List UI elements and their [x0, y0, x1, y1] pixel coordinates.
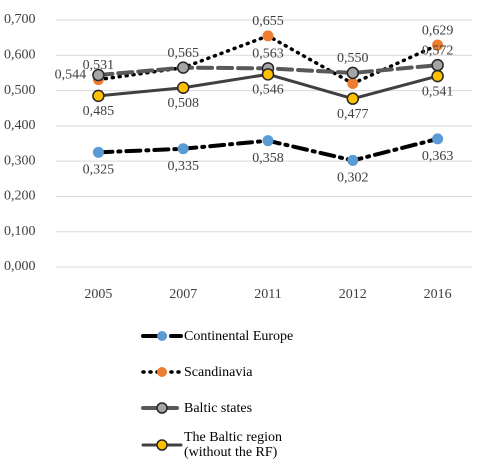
data-label: 0,485 — [83, 104, 115, 119]
legend-label: Baltic states — [184, 400, 253, 416]
data-label: 0,531 — [83, 58, 115, 73]
point — [347, 78, 359, 90]
data-label: 0,563 — [252, 47, 284, 62]
legend-icon — [141, 367, 183, 377]
legend-label: The Baltic region (without the RF) — [184, 430, 282, 460]
legend-item: Continental Europe — [140, 326, 304, 346]
point — [92, 89, 105, 103]
data-label: 0,546 — [252, 83, 284, 98]
legend-item: The Baltic region (without the RF) — [140, 430, 304, 460]
point — [176, 61, 190, 74]
data-label: 0,565 — [167, 46, 199, 61]
legend-icon — [141, 331, 183, 341]
y-tick-label: 0,400 — [4, 118, 36, 133]
data-label: 0,477 — [337, 107, 369, 122]
x-tick-label: 2011 — [254, 287, 281, 302]
point — [431, 58, 444, 72]
point — [92, 146, 104, 158]
legend-marker — [157, 331, 167, 341]
data-label: 0,655 — [252, 14, 284, 29]
data-label: 0,572 — [422, 43, 454, 58]
legend-icon — [141, 439, 183, 451]
y-tick-label: 0,100 — [4, 224, 36, 239]
legend-label: Scandinavia — [184, 364, 253, 380]
point — [431, 69, 444, 83]
y-tick-label: 0,300 — [4, 153, 36, 168]
point — [347, 154, 359, 166]
point — [432, 133, 444, 145]
legend-marker — [156, 402, 168, 414]
legend-icon — [141, 402, 183, 414]
y-tick-label: 0,000 — [4, 259, 36, 274]
x-tick-label: 2016 — [424, 287, 452, 302]
y-tick-label: 0,500 — [4, 83, 36, 98]
point — [92, 68, 105, 82]
y-tick-label: 0,600 — [4, 48, 36, 63]
point — [262, 135, 274, 147]
x-tick-label: 2005 — [84, 287, 112, 302]
data-label: 0,544 — [55, 67, 87, 82]
data-label: 0,541 — [422, 84, 454, 99]
chart: 0,000 0,100 0,200 0,300 0,400 0,500 0,600 0,700… — [4, 12, 472, 302]
data-label: 0,325 — [83, 163, 115, 178]
x-tick-label: 2012 — [339, 287, 367, 302]
y-tick-label: 0,200 — [4, 189, 36, 204]
legend-item: Scandinavia — [140, 362, 304, 382]
point — [177, 143, 189, 155]
data-label: 0,629 — [422, 23, 454, 38]
point — [262, 30, 274, 42]
y-tick-label: 0,700 — [4, 12, 36, 27]
point — [346, 92, 360, 105]
data-label: 0,508 — [167, 96, 199, 111]
legend-item: Baltic states — [140, 398, 304, 418]
data-label: 0,358 — [252, 151, 284, 166]
legend-marker — [157, 367, 167, 377]
point — [261, 68, 275, 81]
point — [432, 39, 444, 51]
point — [176, 81, 190, 94]
data-label: 0,302 — [337, 171, 369, 186]
data-label: 0,363 — [422, 149, 454, 164]
x-tick-label: 2007 — [169, 287, 197, 302]
data-label: 0,335 — [167, 159, 199, 174]
data-label: 0,550 — [337, 51, 369, 66]
point — [346, 66, 360, 80]
legend-marker — [156, 439, 168, 451]
legend-label: Continental Europe — [184, 328, 294, 344]
